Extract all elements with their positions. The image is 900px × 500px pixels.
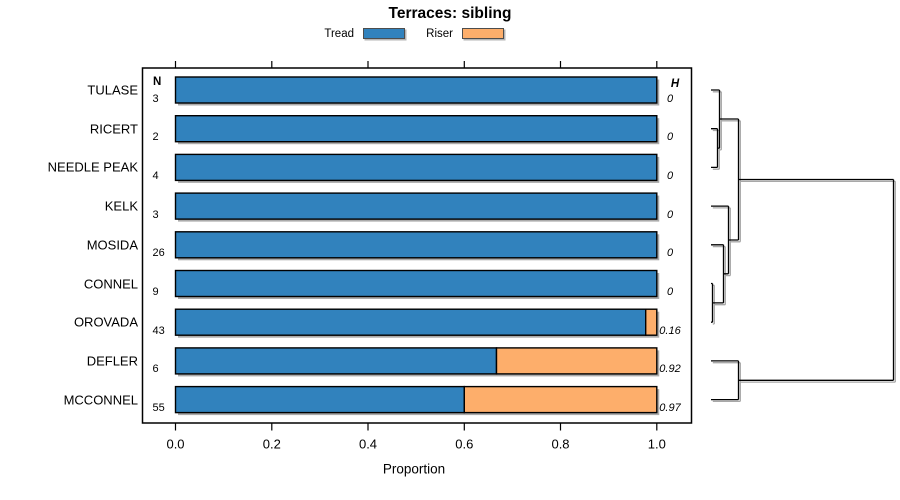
n-count-value: 9 bbox=[152, 286, 159, 298]
bar-segment-tread-kelk bbox=[174, 192, 658, 220]
h-entropy-value: 0 bbox=[666, 169, 674, 182]
category-label: KELK bbox=[104, 198, 138, 214]
category-label: RICERT bbox=[89, 121, 138, 137]
bar-segment-tread-tulase bbox=[174, 76, 658, 104]
bar-segment-tread-ricert bbox=[174, 114, 658, 143]
n-count-value: 43 bbox=[152, 324, 165, 337]
x-tick-label: 0.2 bbox=[262, 436, 281, 452]
h-entropy-value: 0 bbox=[666, 286, 674, 298]
n-count-value: 26 bbox=[152, 247, 165, 260]
bar-segment-tread-orovada bbox=[174, 308, 647, 336]
category-label: DEFLER bbox=[86, 353, 138, 369]
n-column-header: N bbox=[153, 76, 162, 88]
n-count-value: 55 bbox=[152, 402, 165, 415]
category-label: OROVADA bbox=[73, 314, 138, 330]
bar-segment-tread-connel bbox=[174, 269, 658, 298]
n-count-value: 6 bbox=[152, 363, 159, 376]
x-tick-label: 1.0 bbox=[647, 436, 666, 452]
x-tick-label: 0.4 bbox=[358, 436, 378, 452]
bar-segment-tread-mosida bbox=[174, 231, 658, 259]
h-entropy-value: 0 bbox=[666, 247, 674, 260]
chart-title: Terraces: sibling bbox=[388, 5, 512, 22]
n-count-value: 2 bbox=[152, 131, 159, 144]
bar-segment-tread-defler bbox=[174, 347, 498, 375]
n-count-value: 3 bbox=[152, 208, 159, 221]
plot-frame bbox=[141, 67, 693, 424]
n-count-value: 4 bbox=[152, 169, 159, 182]
bar-segment-riser-orovada bbox=[645, 308, 658, 336]
dendrogram-shadow bbox=[712, 91, 896, 403]
h-entropy-value: 0.97 bbox=[659, 402, 681, 415]
bar-segment-riser-mcconnel bbox=[463, 385, 658, 414]
legend-swatch-tread-icon bbox=[363, 27, 405, 39]
h-entropy-value: 0 bbox=[666, 92, 674, 105]
x-tick-label: 0.0 bbox=[166, 436, 185, 452]
dendrogram bbox=[711, 89, 895, 401]
h-entropy-value: 0 bbox=[666, 208, 674, 221]
h-column-header: H bbox=[670, 78, 680, 90]
x-axis-title: Proportion bbox=[382, 461, 446, 477]
category-label: TULASE bbox=[87, 82, 138, 98]
x-tick-label: 0.8 bbox=[551, 436, 570, 452]
category-label: NEEDLE PEAK bbox=[47, 159, 138, 175]
axis-ticks bbox=[174, 61, 658, 431]
n-count-value: 3 bbox=[152, 92, 159, 105]
category-label: CONNEL bbox=[83, 276, 138, 291]
x-tick-label: 0.6 bbox=[455, 436, 474, 452]
legend-label-riser: Riser bbox=[426, 27, 453, 40]
category-label: MCCONNEL bbox=[63, 392, 138, 408]
h-entropy-value: 0.92 bbox=[659, 363, 681, 376]
legend-swatch-riser-icon bbox=[462, 27, 504, 39]
bar-segment-riser-defler bbox=[495, 347, 658, 375]
h-entropy-value: 0.16 bbox=[659, 324, 681, 337]
h-entropy-value: 0 bbox=[666, 131, 674, 144]
bar-segment-tread-mcconnel bbox=[174, 385, 465, 414]
legend-label-tread: Tread bbox=[324, 27, 354, 40]
category-label: MOSIDA bbox=[86, 237, 138, 253]
bar-segment-tread-needle-peak bbox=[174, 153, 658, 182]
